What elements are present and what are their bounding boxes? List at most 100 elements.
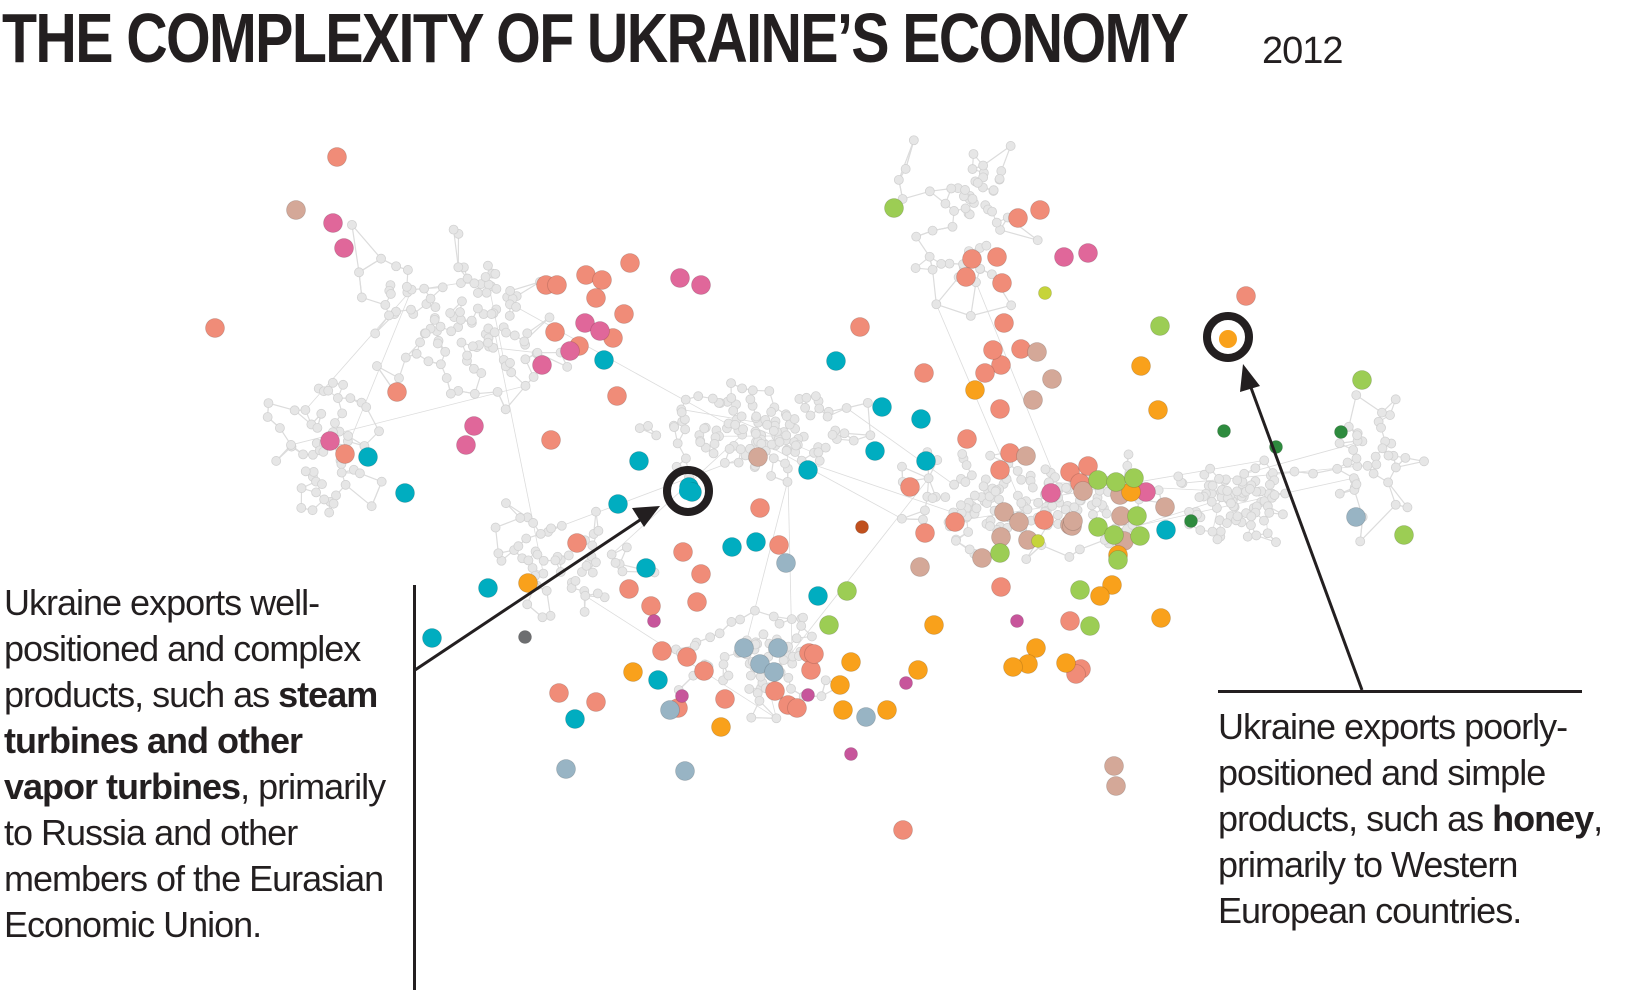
network-node [820,675,831,686]
export-node-orange [965,380,985,400]
network-edge [1041,544,1070,558]
network-node [372,361,382,371]
network-edge [1359,504,1397,542]
export-node-teal [1156,520,1176,540]
network-node [744,684,755,694]
network-node [469,388,480,399]
network-node [1199,469,1210,480]
callout-left-product: steam turbines and other vapor turbines [4,674,378,807]
network-node [1212,534,1223,545]
network-node [1245,484,1255,494]
network-node [483,337,493,348]
network-node [689,640,700,651]
network-node [814,455,825,466]
network-node [1264,507,1275,518]
export-nodes [205,147,1414,840]
export-node-salmon [541,430,561,450]
network-node [920,505,930,516]
network-node [1355,536,1366,547]
network-node [356,292,367,303]
network-edge [611,434,743,555]
export-node-salmon [620,253,640,273]
network-node [535,528,546,539]
network-node [1271,537,1281,548]
export-node-orange [830,675,850,695]
network-node [545,610,556,621]
network-node [591,506,601,517]
export-node-orange [908,660,928,680]
network-node [990,486,1001,497]
network-node [908,135,919,146]
network-node [960,477,971,487]
network-edge [1026,460,1265,502]
network-node [456,337,467,348]
network-node [1032,235,1043,246]
network-node [1376,422,1386,433]
network-node [366,501,377,512]
export-node-teal [636,558,656,578]
network-node [1214,473,1224,484]
network-node [841,403,852,413]
export-node-grayblue [856,707,876,727]
export-node-pink [320,431,340,451]
export-node-orange [623,662,643,682]
callout-left-text: Ukraine exports well-positioned and comp… [4,582,361,715]
network-node [345,393,356,404]
network-node [736,411,747,422]
network-node [709,439,720,449]
network-node [1052,510,1063,520]
network-node [1289,466,1300,477]
export-node-pink [1054,247,1074,267]
export-node-salmon [549,683,569,703]
network-node [940,198,951,209]
network-node [730,419,741,430]
network-node [745,394,756,405]
network-node [1390,499,1401,510]
network-node [947,221,958,232]
callout-right-rule [1218,690,1582,693]
export-node-salmon [652,641,672,661]
export-node-orange [1003,657,1023,677]
network-node [1232,475,1243,486]
network-node [1362,460,1373,471]
network-node [592,588,603,599]
export-node-magenta [647,614,661,628]
network-edge [681,409,759,424]
network-node [509,330,520,341]
network-node [651,430,662,441]
network-node [1122,460,1133,471]
network-node [462,350,473,361]
export-node-pink [575,313,595,333]
export-node-grayblue [1346,507,1366,527]
network-edge [505,385,526,410]
network-node [975,263,986,274]
export-node-pink [532,355,552,375]
annotation-layer [414,312,1364,691]
network-node [541,585,552,596]
export-node-teal [808,586,828,606]
network-node [822,411,833,422]
network-node [391,261,401,272]
export-node-salmon [387,382,407,402]
export-node-lightgreen [1106,472,1126,492]
network-node [300,466,311,477]
export-node-salmon [641,596,661,616]
export-node-salmon [1078,456,1098,476]
network-node [469,363,479,374]
export-node-salmon [990,460,1010,480]
export-node-salmon [545,322,565,342]
network-node [296,503,307,513]
network-node [331,490,341,501]
network-node [764,386,775,396]
export-node-tan [972,548,992,568]
network-node [1005,141,1016,151]
network-node [786,614,797,625]
network-node [1022,504,1033,515]
network-node [762,419,773,430]
network-node [972,178,983,188]
network-node [766,471,777,481]
export-node-orange [833,700,853,720]
callout-right-text-end: , primarily to Western European countrie… [1218,798,1603,931]
network-node [800,402,811,413]
network-node [332,393,343,403]
